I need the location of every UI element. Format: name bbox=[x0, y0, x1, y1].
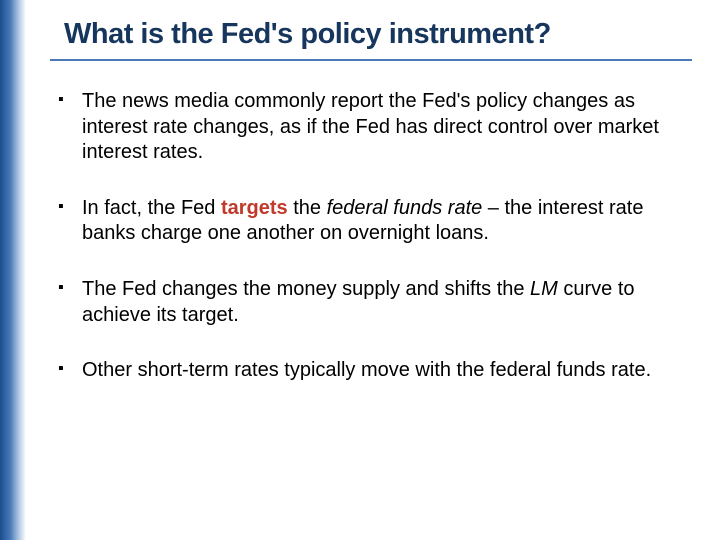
bullet-text-italic: LM bbox=[530, 278, 558, 300]
bullet-text-pre: The Fed changes the money supply and shi… bbox=[82, 278, 530, 300]
left-gradient-bar bbox=[0, 0, 26, 540]
bullet-item: The Fed changes the money supply and shi… bbox=[58, 277, 692, 328]
slide-content: What is the Fed's policy instrument? The… bbox=[26, 0, 720, 434]
slide-title: What is the Fed's policy instrument? bbox=[50, 18, 692, 59]
bullet-item: In fact, the Fed targets the federal fun… bbox=[58, 196, 692, 247]
bullet-item: The news media commonly report the Fed's… bbox=[58, 89, 692, 166]
bullet-text-emphasis: targets bbox=[221, 197, 288, 219]
bullet-text: Other short-term rates typically move wi… bbox=[82, 359, 651, 381]
title-underline bbox=[50, 59, 692, 61]
bullet-text-pre: In fact, the Fed bbox=[82, 197, 221, 219]
bullet-text: The news media commonly report the Fed's… bbox=[82, 90, 659, 163]
bullet-item: Other short-term rates typically move wi… bbox=[58, 358, 692, 384]
bullet-text-italic: federal funds rate bbox=[327, 197, 483, 219]
bullet-list: The news media commonly report the Fed's… bbox=[50, 89, 692, 384]
bullet-text-mid: the bbox=[288, 197, 327, 219]
